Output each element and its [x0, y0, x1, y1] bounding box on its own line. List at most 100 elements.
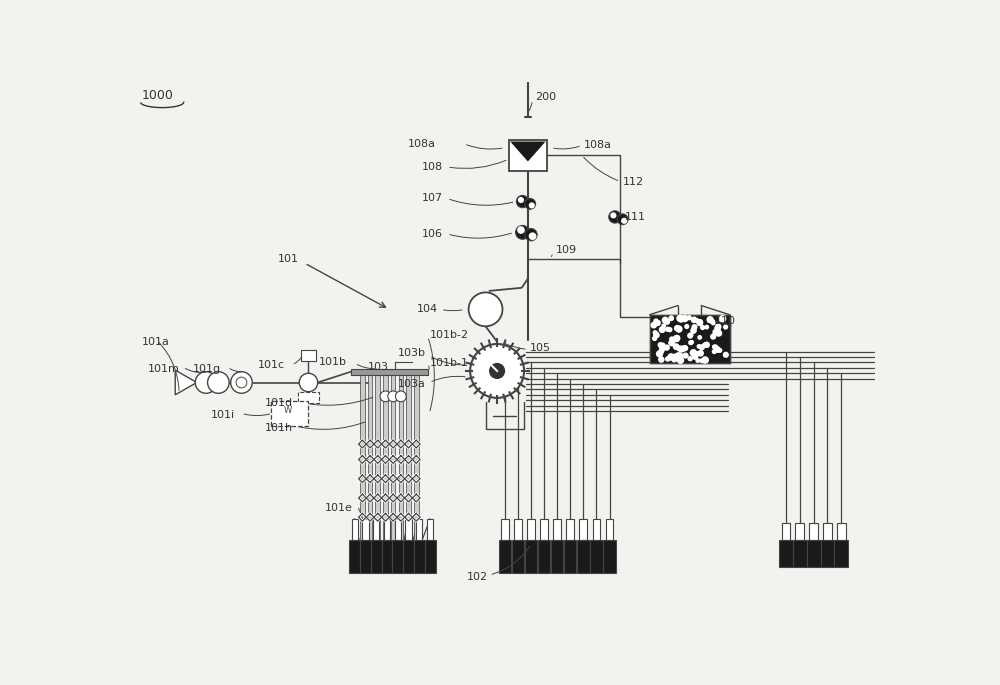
Circle shape [470, 344, 524, 398]
Circle shape [701, 356, 709, 364]
Circle shape [696, 319, 703, 326]
Bar [650, 314, 730, 363]
Bar [551, 540, 563, 573]
Bar [606, 519, 613, 540]
Bar [414, 540, 425, 573]
Bar [593, 519, 600, 540]
Text: 101: 101 [278, 254, 299, 264]
Bar [807, 540, 820, 566]
Text: 101b: 101b [319, 358, 347, 367]
Circle shape [676, 314, 684, 322]
Bar [375, 375, 380, 556]
Text: 101h: 101h [265, 423, 293, 433]
Circle shape [713, 345, 719, 351]
Text: 108a: 108a [408, 139, 436, 149]
Bar [362, 519, 369, 540]
Circle shape [236, 377, 247, 388]
Bar [360, 375, 365, 556]
Circle shape [610, 212, 616, 219]
Bar [425, 540, 436, 573]
Circle shape [395, 391, 406, 401]
Text: 101c: 101c [258, 360, 285, 370]
Circle shape [681, 314, 689, 323]
Circle shape [700, 325, 705, 330]
Circle shape [695, 318, 700, 323]
Circle shape [712, 345, 717, 349]
Bar [795, 523, 804, 540]
Circle shape [711, 321, 716, 325]
Text: 103: 103 [368, 362, 389, 372]
Circle shape [688, 340, 693, 345]
Circle shape [661, 345, 666, 351]
Text: 101b-1: 101b-1 [430, 358, 469, 369]
Circle shape [673, 343, 680, 350]
Bar [351, 369, 428, 375]
Text: 101i: 101i [211, 410, 235, 420]
FancyBboxPatch shape [271, 401, 308, 425]
Bar [564, 540, 576, 573]
Circle shape [689, 332, 693, 337]
Circle shape [653, 319, 659, 324]
Text: 101b-2: 101b-2 [430, 329, 469, 340]
Bar [403, 540, 414, 573]
Circle shape [715, 329, 722, 337]
Circle shape [718, 315, 726, 323]
Circle shape [723, 351, 729, 358]
Circle shape [704, 325, 709, 329]
Text: 1000: 1000 [141, 89, 173, 102]
Bar [392, 540, 403, 573]
Bar [427, 519, 433, 540]
Circle shape [665, 327, 670, 332]
Circle shape [713, 345, 718, 349]
Bar [352, 519, 358, 540]
Circle shape [712, 329, 719, 335]
Circle shape [525, 229, 537, 241]
Circle shape [689, 340, 694, 345]
Circle shape [691, 324, 698, 330]
Circle shape [714, 325, 721, 332]
Bar [834, 540, 848, 566]
Circle shape [665, 356, 671, 362]
Bar [414, 375, 419, 556]
Circle shape [669, 336, 675, 342]
Circle shape [690, 349, 697, 357]
Circle shape [516, 195, 529, 208]
Circle shape [667, 353, 675, 360]
Text: 102: 102 [467, 572, 488, 582]
Circle shape [695, 351, 700, 357]
Circle shape [723, 325, 728, 329]
Bar [368, 375, 372, 556]
Circle shape [710, 334, 716, 340]
Bar [779, 540, 793, 566]
Circle shape [674, 325, 681, 332]
Circle shape [664, 319, 670, 325]
Circle shape [702, 342, 708, 348]
Bar [501, 519, 509, 540]
Text: 101m: 101m [148, 364, 180, 373]
Circle shape [695, 358, 700, 363]
Bar [603, 540, 616, 573]
Circle shape [714, 347, 721, 353]
Bar [809, 523, 818, 540]
Circle shape [650, 322, 657, 329]
Circle shape [687, 315, 692, 321]
Bar [837, 523, 846, 540]
Circle shape [715, 323, 722, 330]
Text: 200: 200 [535, 92, 556, 102]
Circle shape [653, 330, 658, 335]
Bar [373, 519, 379, 540]
Circle shape [679, 317, 684, 323]
Circle shape [489, 363, 505, 379]
Text: 106: 106 [422, 229, 443, 239]
Bar [301, 350, 316, 361]
Bar [406, 375, 411, 556]
Circle shape [658, 342, 666, 350]
Circle shape [674, 335, 680, 342]
Bar [509, 140, 547, 171]
Bar [820, 540, 834, 566]
Bar [782, 523, 790, 540]
Circle shape [299, 373, 318, 392]
Circle shape [712, 349, 717, 354]
Bar [399, 375, 403, 556]
Text: 104: 104 [417, 304, 438, 314]
